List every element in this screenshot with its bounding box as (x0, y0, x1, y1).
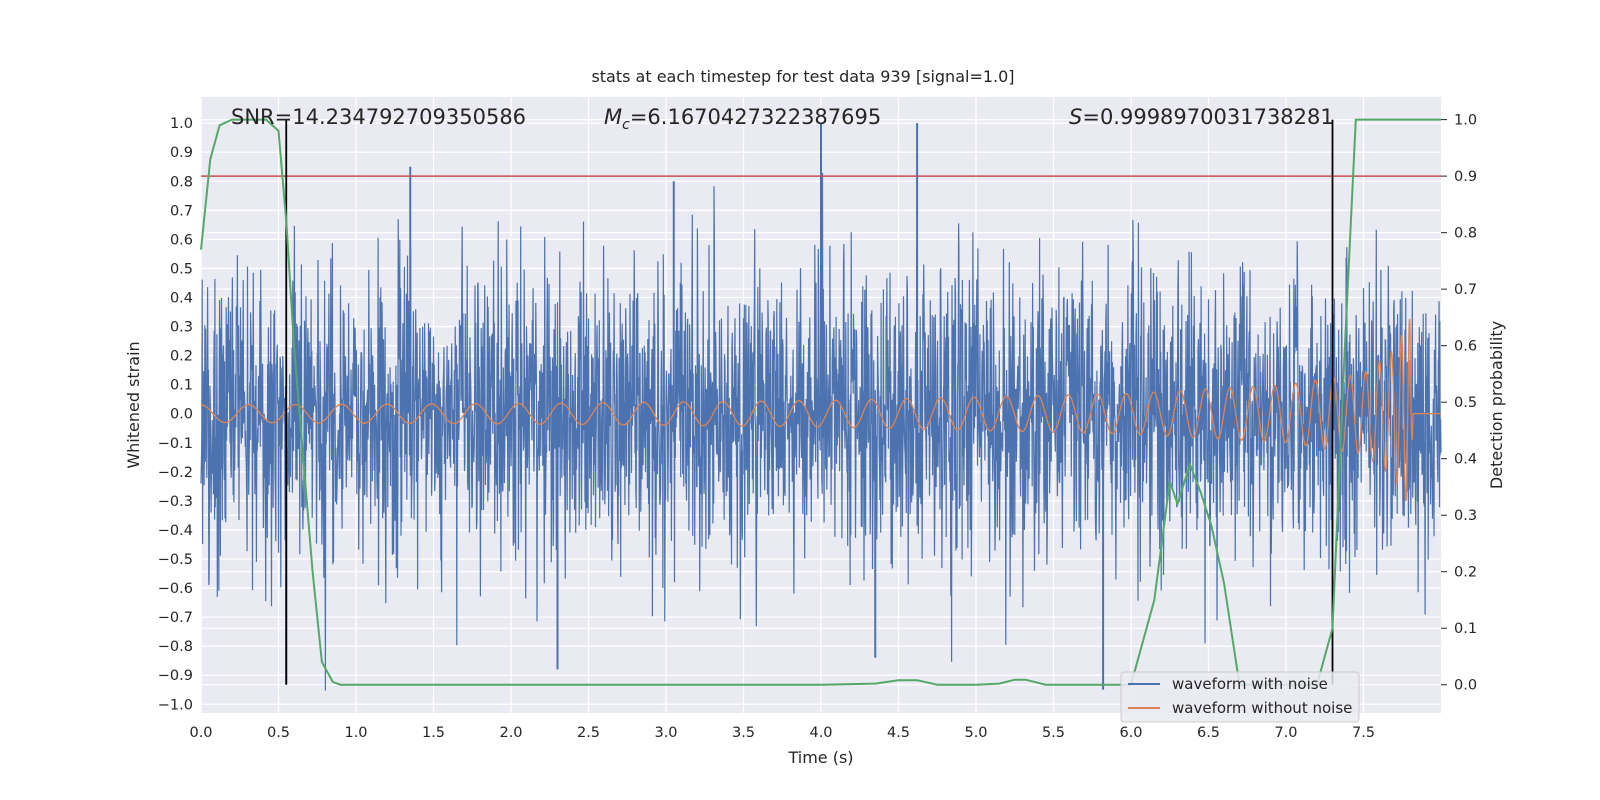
traces (200, 118, 1442, 691)
x-axis: 0.0 0.5 1.0 1.5 2.0 2.5 3.0 3.5 4.0 4.5 5.0 5.5 6.0 6… (189, 725, 1375, 741)
x-tick-label: 1.5 (422, 725, 445, 741)
x-tick-label: 3.5 (732, 725, 755, 741)
legend-box (1120, 671, 1360, 723)
series-detection-probability (200, 118, 1441, 686)
x-tick-label: 7.0 (1274, 725, 1297, 741)
s-annotation: S=0.9998970031738281 (1069, 105, 1334, 129)
y-tick-label-left: 0.2 (170, 349, 193, 365)
y-axis-right: 1.0 0.9 0.8 0.7 0.6 0.5 0.4 0.3 0.2 0.1 0.0 (1441, 113, 1477, 694)
legend-label-noisy: waveform with noise (1172, 675, 1328, 693)
chirp-mass-annotation: Mc=6.1670427322387695 (604, 105, 881, 133)
y-tick-label-left: −0.7 (158, 610, 193, 626)
y-tick-label-left: 0.7 (170, 203, 193, 219)
mc-value: =6.1670427322387695 (630, 105, 881, 129)
y-axis-label-right: Detection probability (1487, 321, 1506, 489)
x-tick-label: 5.0 (964, 725, 987, 741)
x-tick-label: 6.5 (1197, 725, 1220, 741)
x-tick-label: 0.0 (189, 725, 212, 741)
y-tick-label-left: 0.8 (170, 174, 193, 190)
y-tick-label-right: 0.6 (1454, 339, 1477, 355)
y-tick-label-left: 0.4 (170, 290, 193, 306)
y-tick-label-right: 0.3 (1454, 508, 1477, 524)
y-tick-label-left: −0.3 (158, 494, 193, 510)
y-tick-label-left: −0.6 (158, 581, 193, 597)
snr-annotation: SNR=14.234792709350586 (231, 105, 526, 129)
x-axis-label: Time (s) (787, 748, 853, 767)
y-tick-label-left: 0.1 (170, 378, 193, 394)
y-tick-label-right: 0.9 (1454, 169, 1477, 185)
y-tick-label-right: 0.5 (1454, 395, 1477, 411)
y-tick-label-left: −0.5 (158, 552, 193, 568)
y-tick-label-right: 0.2 (1454, 565, 1477, 581)
y-tick-label-right: 0.7 (1454, 282, 1477, 298)
s-value: =0.9998970031738281 (1082, 105, 1333, 129)
y-tick-label-left: −1.0 (158, 697, 193, 713)
y-axis-label-left: Whitened strain (124, 341, 143, 468)
y-tick-label-left: −0.8 (158, 639, 193, 655)
y-tick-label-right: 0.4 (1454, 452, 1477, 468)
y-tick-label-left: −0.2 (158, 465, 193, 481)
x-tick-label: 3.0 (654, 725, 677, 741)
y-tick-label-left: 1.0 (170, 116, 193, 132)
x-tick-label: 2.5 (577, 725, 600, 741)
x-tick-label: 1.0 (344, 725, 367, 741)
x-tick-label: 4.5 (887, 725, 910, 741)
x-tick-label: 2.0 (499, 725, 522, 741)
y-axis-left: 1.0 0.9 0.8 0.7 0.6 0.5 0.4 0.3 0.2 0.1 0.0 −0.1 −0.… (158, 116, 193, 713)
mc-symbol: M (604, 105, 622, 129)
y-tick-label-left: 0.0 (170, 407, 193, 423)
x-tick-label: 5.5 (1042, 725, 1065, 741)
y-tick-label-right: 0.0 (1454, 678, 1477, 694)
y-tick-label-left: 0.5 (170, 261, 193, 277)
chart-title: stats at each timestep for test data 939… (591, 67, 1014, 86)
y-tick-label-left: −0.4 (158, 523, 193, 539)
x-tick-label: 0.5 (267, 725, 290, 741)
y-tick-label-left: −0.9 (158, 668, 193, 684)
mc-subscript: c (622, 117, 630, 133)
y-tick-label-right: 0.1 (1454, 621, 1477, 637)
x-tick-label: 4.0 (809, 725, 832, 741)
legend: waveform with noise waveform without noi… (1120, 671, 1360, 723)
y-tick-label-left: 0.9 (170, 145, 193, 161)
y-tick-label-right: 0.8 (1454, 226, 1477, 242)
x-tick-label: 7.5 (1352, 725, 1375, 741)
s-symbol: S (1069, 105, 1082, 129)
y-tick-label-right: 1.0 (1454, 113, 1477, 129)
y-tick-label-left: 0.3 (170, 320, 193, 336)
legend-label-clean: waveform without noise (1172, 699, 1352, 717)
y-tick-label-left: −0.1 (158, 436, 193, 452)
series-waveform-without-noise (201, 318, 1441, 502)
y-tick-label-left: 0.6 (170, 232, 193, 248)
x-tick-label: 6.0 (1119, 725, 1142, 741)
